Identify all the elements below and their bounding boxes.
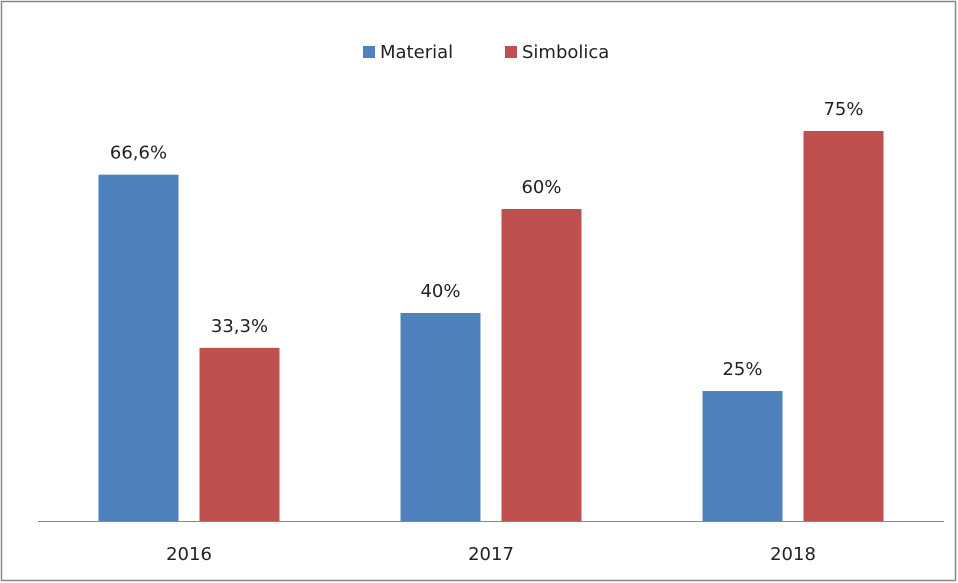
bar — [501, 209, 582, 521]
legend-label: Material — [380, 42, 453, 63]
bar — [98, 174, 179, 521]
bar — [803, 131, 884, 521]
data-label: 25% — [722, 359, 762, 380]
bar — [199, 347, 280, 521]
data-label: 60% — [521, 177, 561, 198]
legend-label: Simbolica — [522, 42, 609, 63]
data-label: 33,3% — [211, 316, 268, 337]
data-label: 75% — [823, 99, 863, 120]
x-tick-label: 2016 — [166, 544, 212, 565]
data-label: 66,6% — [110, 143, 167, 164]
legend-swatch — [505, 46, 517, 58]
data-label: 40% — [420, 281, 460, 302]
x-tick-label: 2017 — [468, 544, 514, 565]
bar — [400, 313, 481, 521]
legend-swatch — [363, 46, 375, 58]
bar — [702, 391, 783, 521]
x-tick-label: 2018 — [770, 544, 816, 565]
